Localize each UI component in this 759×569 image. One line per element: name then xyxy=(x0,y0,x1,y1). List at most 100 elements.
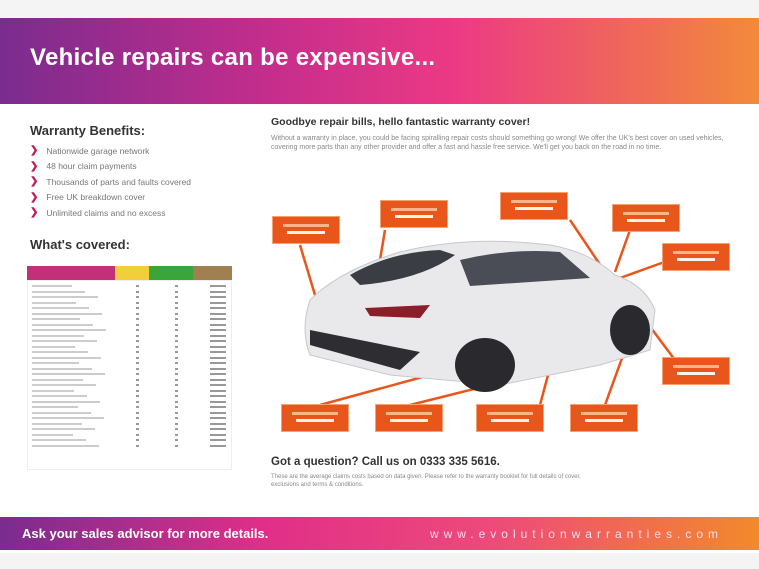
main-headline: Goodbye repair bills, hello fantastic wa… xyxy=(271,116,531,128)
table-cell-mark xyxy=(210,290,226,293)
table-cell-mark xyxy=(136,367,139,370)
repair-cost-callout xyxy=(662,243,730,271)
car-illustration xyxy=(298,219,676,407)
table-cell-mark xyxy=(210,444,226,447)
table-cell-mark xyxy=(175,340,178,342)
table-cell-mark xyxy=(175,334,178,337)
table-row xyxy=(32,340,97,342)
table-row xyxy=(32,356,101,359)
table-row xyxy=(32,312,102,315)
table-cell-mark xyxy=(136,373,139,375)
table-cell-mark xyxy=(136,444,139,447)
table-cell-mark xyxy=(136,422,139,425)
table-cell-mark xyxy=(136,411,139,414)
repair-cost-callout xyxy=(500,192,568,220)
table-row xyxy=(32,400,100,403)
table-row xyxy=(32,417,104,419)
table-cell-mark xyxy=(175,411,178,414)
table-cell-mark xyxy=(210,373,226,375)
list-item: ❯ Free UK breakdown cover xyxy=(30,191,146,203)
table-cell-mark xyxy=(175,406,178,408)
table-cell-mark xyxy=(210,329,226,331)
table-cell-mark xyxy=(136,340,139,342)
table-row xyxy=(32,323,93,326)
table-row xyxy=(32,373,105,375)
table-cell-mark xyxy=(210,433,226,436)
table-cell-mark xyxy=(175,367,178,370)
table-row xyxy=(32,389,74,392)
table-row xyxy=(32,411,91,414)
chevron-right-icon: ❯ xyxy=(30,191,39,203)
table-cell-mark xyxy=(136,290,139,293)
table-cell-mark xyxy=(136,296,139,298)
table-cell-mark xyxy=(210,367,226,370)
main-body: Without a warranty in place, you could b… xyxy=(271,135,724,151)
page-title: Vehicle repairs can be expensive... xyxy=(30,44,436,71)
footer-banner: Ask your sales advisor for more details.… xyxy=(0,517,759,550)
table-row xyxy=(32,318,80,320)
table-cell-mark xyxy=(175,378,178,381)
table-cell-mark xyxy=(136,312,139,315)
table-row xyxy=(32,406,78,408)
table-cell-mark xyxy=(136,351,139,353)
table-cell-mark xyxy=(175,400,178,403)
table-cell-mark xyxy=(136,307,139,309)
table-cell-mark xyxy=(136,400,139,403)
table-cell-mark xyxy=(175,312,178,315)
table-cell-mark xyxy=(175,373,178,375)
table-cell-mark xyxy=(175,329,178,331)
table-cell-mark xyxy=(136,285,139,287)
table-cell-mark xyxy=(210,406,226,408)
table-cell-mark xyxy=(136,323,139,326)
table-row xyxy=(32,422,82,425)
table-cell-mark xyxy=(175,345,178,348)
repair-cost-callout xyxy=(476,404,544,432)
list-item: ❯ Nationwide garage network xyxy=(30,145,150,157)
chevron-right-icon: ❯ xyxy=(30,145,39,157)
table-cell-mark xyxy=(175,356,178,359)
table-cell-mark xyxy=(175,323,178,326)
table-cell-mark xyxy=(136,389,139,392)
benefits-list: ❯ Nationwide garage network ❯ 48 hour clai… xyxy=(30,143,191,221)
repair-cost-callout xyxy=(375,404,443,432)
table-cell-mark xyxy=(210,323,226,326)
table-cell-mark xyxy=(210,340,226,342)
table-body xyxy=(27,280,232,470)
website-link[interactable]: www.evolutionwarranties.com xyxy=(429,527,723,541)
table-cell-mark xyxy=(210,307,226,309)
table-row xyxy=(32,367,92,370)
table-cell-mark xyxy=(175,428,178,430)
header-banner: Vehicle repairs can be expensive... xyxy=(0,18,759,104)
table-cell-mark xyxy=(210,362,226,364)
chevron-right-icon: ❯ xyxy=(30,176,39,188)
table-row xyxy=(32,362,79,364)
table-row xyxy=(32,351,88,353)
table-cell-mark xyxy=(210,318,226,320)
table-cell-mark xyxy=(210,312,226,315)
table-cell-mark xyxy=(175,439,178,441)
covered-title: What's covered: xyxy=(30,237,130,252)
table-cell-mark xyxy=(136,362,139,364)
table-cell-mark xyxy=(136,301,139,304)
table-row xyxy=(32,428,95,430)
table-row xyxy=(32,301,76,304)
contact-question: Got a question? Call us on 0333 335 5616… xyxy=(271,456,500,468)
table-cell-mark xyxy=(175,307,178,309)
repair-cost-callout xyxy=(570,404,638,432)
table-row xyxy=(32,290,85,293)
table-header xyxy=(27,266,232,280)
table-cell-mark xyxy=(210,356,226,359)
table-cell-mark xyxy=(210,411,226,414)
table-cell-mark xyxy=(136,345,139,348)
footnote: These are the average claims costs based… xyxy=(271,474,581,488)
table-cell-mark xyxy=(136,334,139,337)
list-item: ❯ Thousands of parts and faults covered xyxy=(30,176,191,188)
table-cell-mark xyxy=(210,389,226,392)
table-cell-mark xyxy=(175,433,178,436)
table-row xyxy=(32,285,72,287)
table-cell-mark xyxy=(136,433,139,436)
table-cell-mark xyxy=(175,417,178,419)
table-row xyxy=(32,307,89,309)
table-cell-mark xyxy=(136,356,139,359)
table-row xyxy=(32,395,87,397)
